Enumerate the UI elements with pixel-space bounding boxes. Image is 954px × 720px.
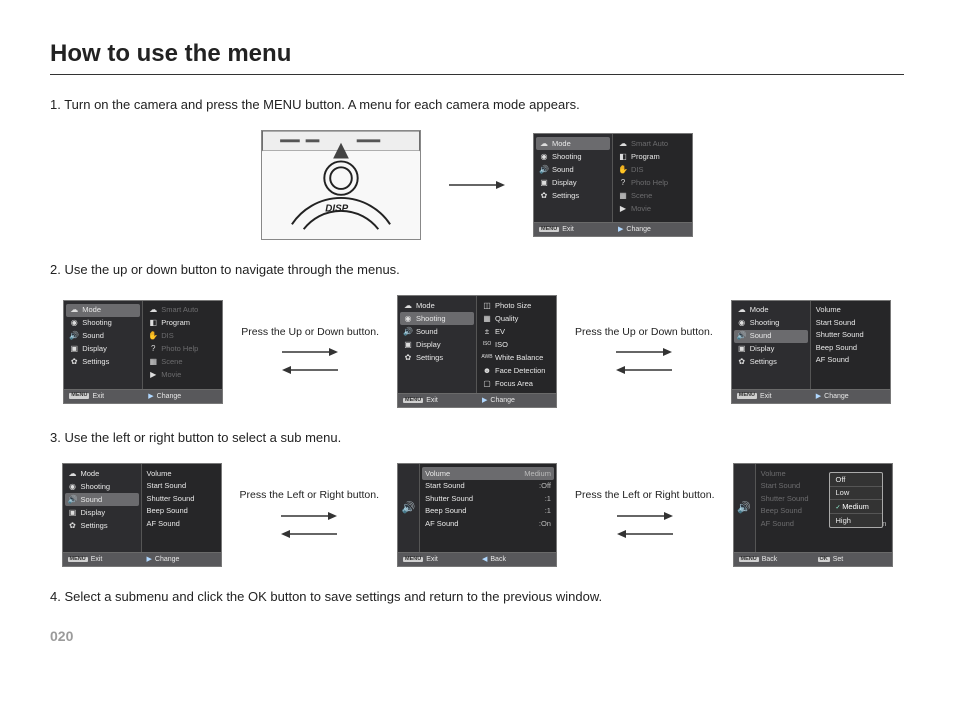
volume-option-off[interactable]: Off — [830, 473, 882, 487]
menu-panel-volume-popup: 🔊 Volume Start Sound Shutter Sound Beep … — [733, 463, 893, 567]
menu-panel-sound: ☁Mode ◉Shooting 🔊Sound ▣Display ✿Setting… — [731, 300, 891, 404]
menu-panel-soundvalues: 🔊 VolumeMedium Start Sound:Off Shutter S… — [397, 463, 557, 567]
menu-item-shooting[interactable]: Shooting — [552, 153, 607, 161]
submenu-wb[interactable]: White Balance — [495, 354, 551, 362]
menu-item-mode[interactable]: Mode — [82, 306, 137, 314]
setting-volume[interactable]: Volume — [425, 470, 521, 478]
caption-leftright: Press the Left or Right button. — [240, 489, 380, 503]
submenu-beepsound[interactable]: Beep Sound — [816, 344, 885, 352]
caption-updown: Press the Up or Down button. — [241, 326, 379, 340]
arrow-updown-1: Press the Up or Down button. — [241, 326, 379, 378]
arrow-updown-2: Press the Up or Down button. — [575, 326, 713, 378]
settings-icon: ✿ — [539, 192, 549, 200]
submenu-ev[interactable]: EV — [495, 328, 551, 336]
submenu-dis[interactable]: DIS — [631, 166, 687, 174]
camera-icon: ◉ — [539, 153, 549, 161]
menu-item-shooting[interactable]: Shooting — [416, 315, 471, 323]
menu-item-shooting[interactable]: Shooting — [82, 319, 137, 327]
submenu-program[interactable]: Program — [631, 153, 687, 161]
arrow-leftright-2: Press the Left or Right button. — [575, 489, 715, 541]
menu-panel-mode: ☁Mode ◉Shooting 🔊Sound ▣Display ✿Setting… — [533, 133, 693, 237]
menu-item-sound[interactable]: Sound — [552, 166, 607, 174]
menu-badge: MENU — [539, 227, 559, 233]
play-icon: ▶ — [618, 226, 623, 233]
menu-item-sound[interactable]: Sound — [750, 332, 805, 340]
menu-panel-sound2: ☁Mode ◉Shooting 🔊Sound ▣Display ✿Setting… — [62, 463, 222, 567]
submenu-shuttersound[interactable]: Shutter Sound — [816, 331, 885, 339]
submenu-startsound[interactable]: Start Sound — [816, 319, 885, 327]
submenu-facedet[interactable]: Face Detection — [495, 367, 551, 375]
camera-illustration: DISP — [261, 130, 421, 240]
arrow-right-1 — [439, 178, 515, 192]
footer-back[interactable]: Back — [490, 556, 506, 563]
row-step2: ☁Mode ◉Shooting 🔊Sound ▣Display ✿Setting… — [50, 295, 904, 408]
page-number: 020 — [50, 628, 904, 644]
row-step1: DISP ☁Mode ◉Shooting 🔊Sound ▣Display ✿Se… — [50, 130, 904, 240]
menu-right-col: ☁Smart Auto ◧Program ✋DIS ?Photo Help ▦S… — [613, 134, 692, 222]
footer-change[interactable]: Change — [626, 226, 651, 233]
arrow-right-icon — [447, 178, 507, 192]
menu-item-sound[interactable]: Sound — [82, 332, 137, 340]
submenu-scene[interactable]: Scene — [631, 192, 687, 200]
arrow-leftright-1: Press the Left or Right button. — [240, 489, 380, 541]
row-step3: ☁Mode ◉Shooting 🔊Sound ▣Display ✿Setting… — [50, 463, 904, 567]
menu-panel-shooting: ☁Mode ◉Shooting 🔊Sound ▣Display ✿Setting… — [397, 295, 557, 408]
menu-item-display[interactable]: Display — [552, 179, 607, 187]
step-1-text: 1. Turn on the camera and press the MENU… — [50, 97, 904, 112]
ok-badge: OK — [818, 557, 830, 563]
submenu-volume[interactable]: Volume — [816, 306, 885, 314]
submenu-iso[interactable]: ISO — [495, 341, 551, 349]
footer-set[interactable]: Set — [833, 556, 844, 563]
menu-panel-mode2: ☁Mode ◉Shooting 🔊Sound ▣Display ✿Setting… — [63, 300, 223, 404]
menu-item-mode[interactable]: Mode — [552, 140, 607, 148]
menu-item-settings[interactable]: Settings — [552, 192, 607, 200]
submenu-smartauto[interactable]: Smart Auto — [631, 140, 687, 148]
volume-option-low[interactable]: Low — [830, 487, 882, 501]
menu-item-settings[interactable]: Settings — [82, 358, 137, 366]
sound-icon: 🔊 — [404, 504, 414, 512]
submenu-afsound[interactable]: AF Sound — [816, 356, 885, 364]
page-title: How to use the menu — [50, 40, 904, 75]
submenu-movie[interactable]: Movie — [631, 205, 687, 213]
step-3-text: 3. Use the left or right button to selec… — [50, 430, 904, 445]
submenu-photohelp[interactable]: Photo Help — [631, 179, 687, 187]
volume-option-high[interactable]: High — [830, 514, 882, 527]
submenu-photosize[interactable]: Photo Size — [495, 302, 551, 310]
submenu-quality[interactable]: Quality — [495, 315, 551, 323]
mode-icon: ☁ — [539, 140, 549, 148]
panel-footer: MENUExit ▶Change — [534, 222, 692, 236]
arrow-right-icon — [280, 345, 340, 359]
sound-icon: 🔊 — [739, 504, 749, 512]
volume-option-medium[interactable]: Medium — [830, 500, 882, 514]
display-icon: ▣ — [539, 179, 549, 187]
menu-item-display[interactable]: Display — [82, 345, 137, 353]
menu-left-col: ☁Mode ◉Shooting 🔊Sound ▣Display ✿Setting… — [534, 134, 613, 222]
sound-icon: 🔊 — [539, 166, 549, 174]
arrow-left-icon — [280, 363, 340, 377]
submenu-focusarea[interactable]: Focus Area — [495, 380, 551, 388]
footer-exit[interactable]: Exit — [562, 226, 574, 233]
volume-popup: Off Low Medium High — [829, 472, 883, 528]
step-2-text: 2. Use the up or down button to navigate… — [50, 262, 904, 277]
step-4-text: 4. Select a submenu and click the OK but… — [50, 589, 904, 604]
